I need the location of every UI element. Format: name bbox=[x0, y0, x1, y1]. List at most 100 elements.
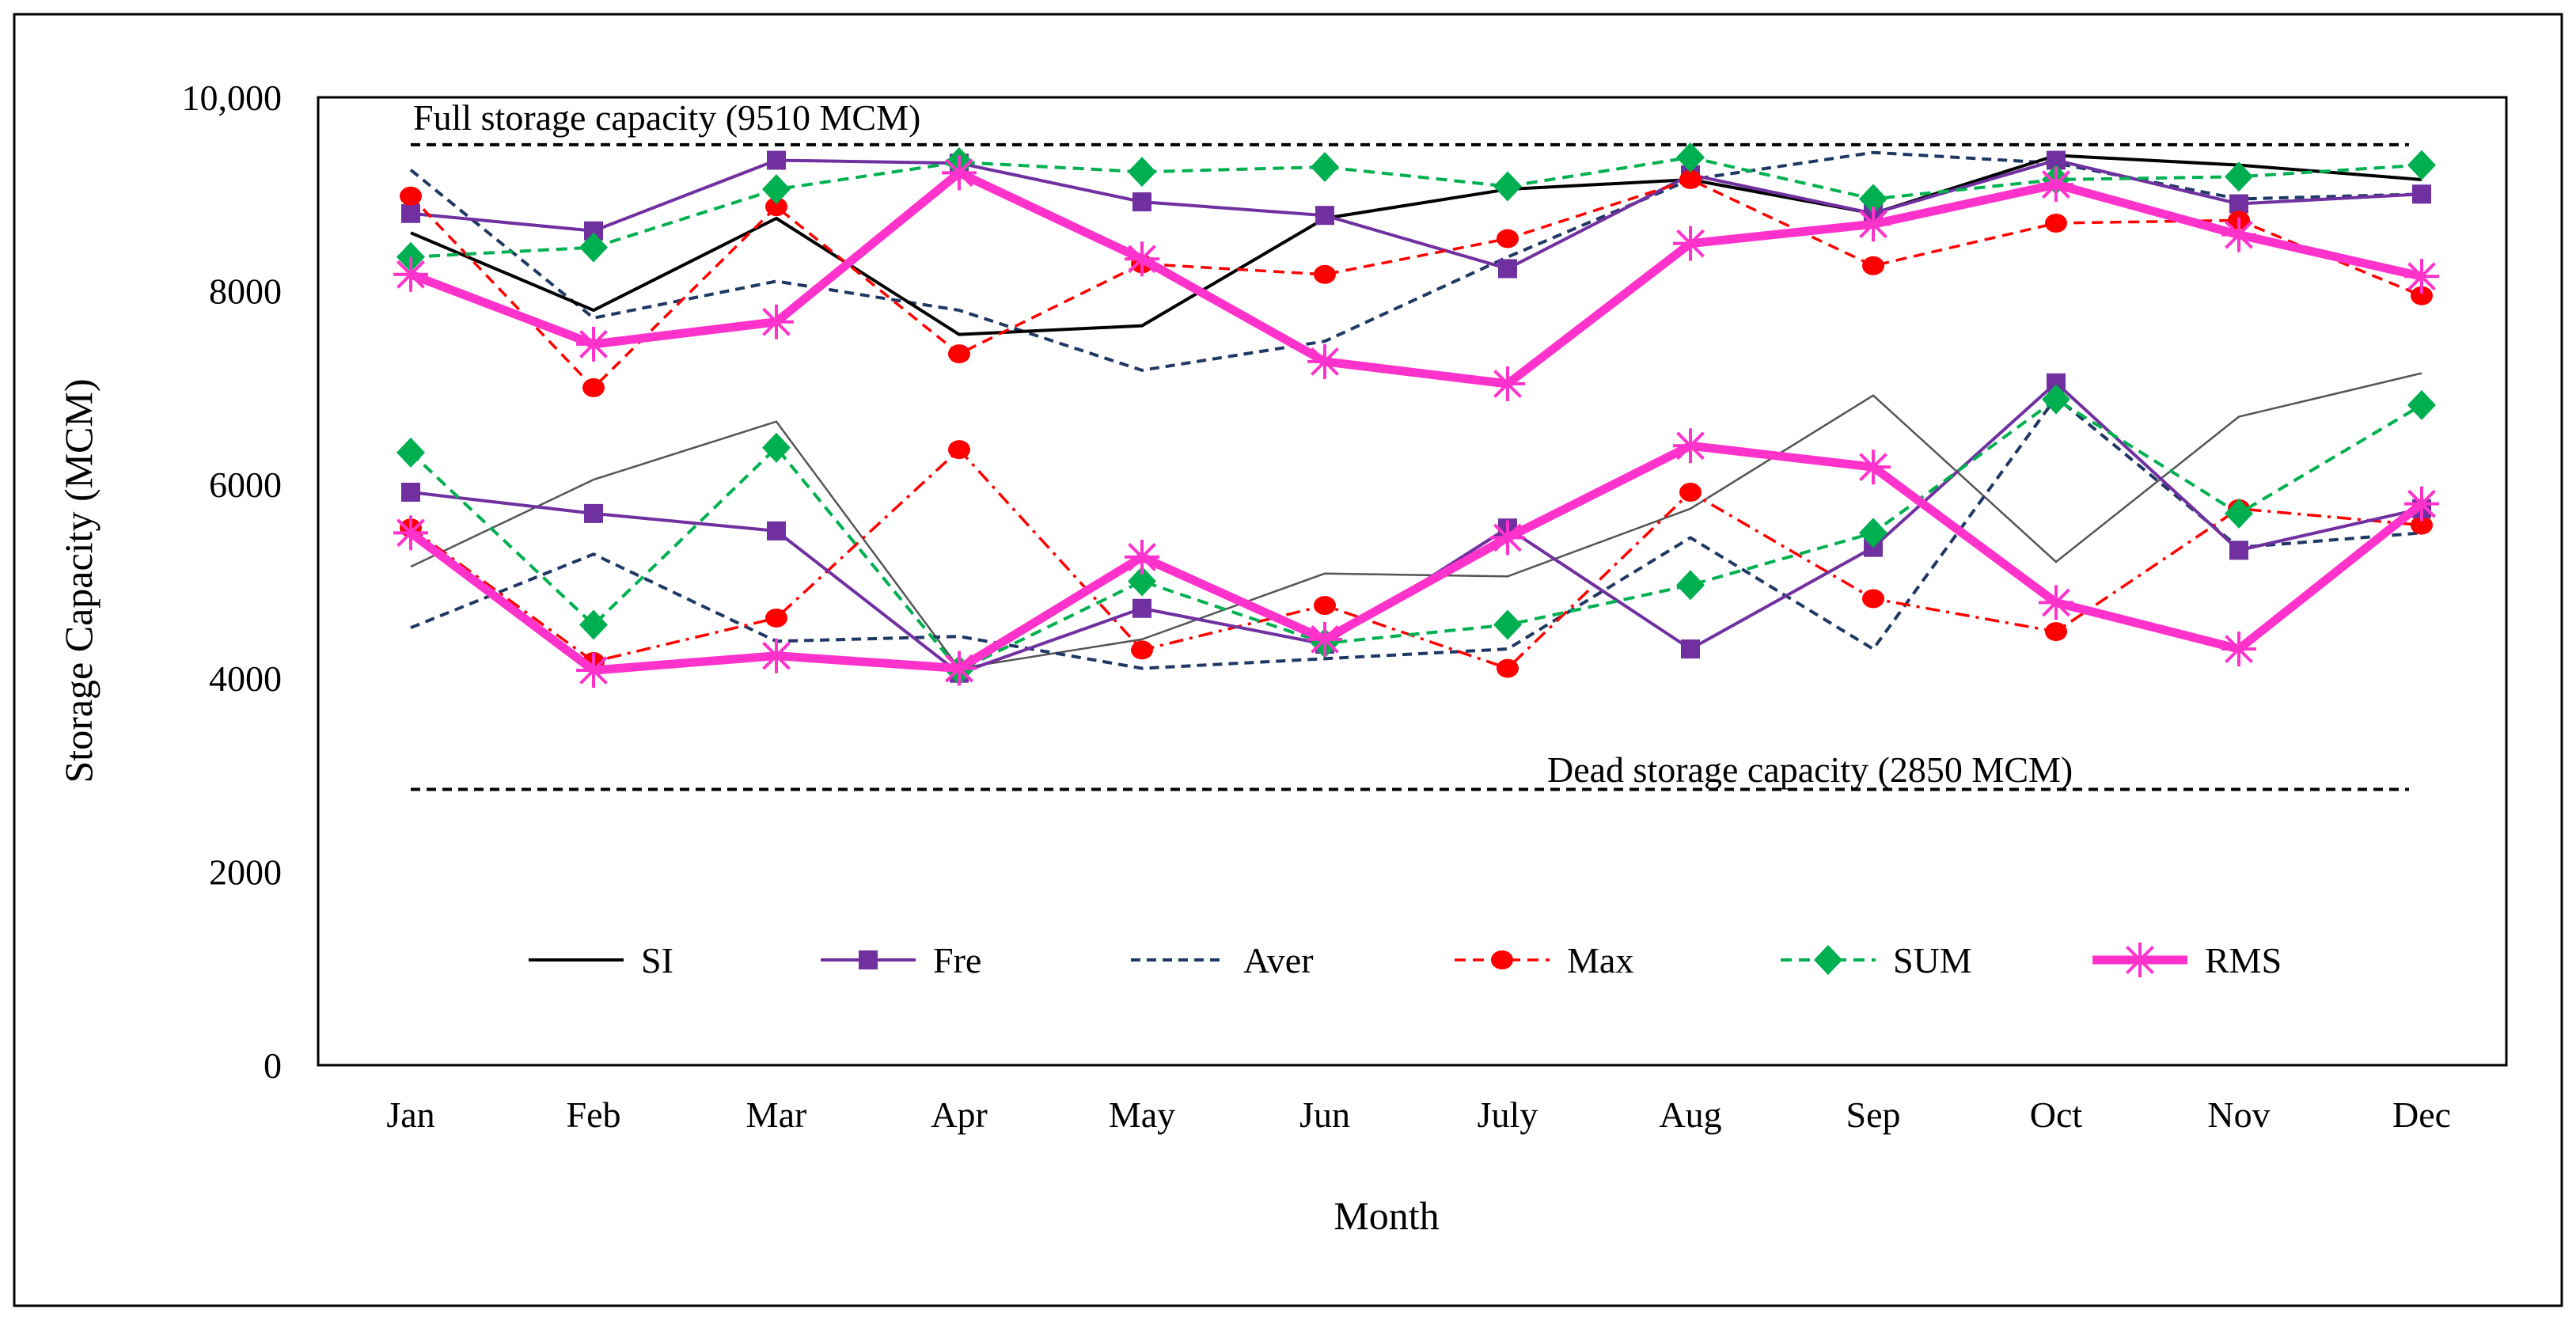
x-tick-label: Jan bbox=[386, 1094, 434, 1135]
series-max-lower bbox=[400, 440, 2433, 678]
marker-square bbox=[2229, 194, 2248, 214]
marker-circle bbox=[1862, 256, 1884, 275]
marker-circle bbox=[582, 377, 605, 397]
series-sum-lower bbox=[396, 384, 2436, 686]
x-tick-label: Nov bbox=[2207, 1094, 2270, 1135]
marker-star bbox=[393, 515, 428, 551]
series-max-upper bbox=[400, 169, 2433, 397]
series-line bbox=[410, 396, 2422, 670]
series-si-lower bbox=[410, 372, 2422, 669]
y-tick-label: 8000 bbox=[209, 271, 282, 312]
series-line bbox=[409, 397, 2423, 673]
marker-diamond bbox=[1859, 184, 1887, 214]
marker-circle bbox=[765, 608, 787, 628]
series-line bbox=[410, 381, 2422, 675]
y-tick-label: 0 bbox=[264, 1045, 282, 1086]
marker-star bbox=[759, 638, 794, 673]
marker-circle bbox=[1497, 229, 1519, 248]
legend-item-rms: RMS bbox=[2092, 940, 2282, 981]
marker-diamond bbox=[2407, 389, 2436, 420]
x-tick-label: May bbox=[1109, 1094, 1175, 1135]
marker-square bbox=[767, 150, 786, 170]
marker-circle bbox=[1491, 950, 1513, 969]
marker-square bbox=[767, 521, 786, 541]
marker-diamond bbox=[579, 232, 608, 263]
marker-square bbox=[859, 950, 878, 969]
marker-circle bbox=[948, 344, 970, 364]
marker-diamond bbox=[396, 437, 425, 468]
legend-label: Aver bbox=[1243, 940, 1314, 981]
y-tick-label: 6000 bbox=[209, 465, 282, 505]
marker-star bbox=[576, 326, 611, 362]
marker-circle bbox=[2045, 213, 2067, 233]
marker-circle bbox=[765, 197, 787, 217]
marker-star bbox=[1490, 520, 1525, 556]
marker-square bbox=[584, 503, 603, 523]
marker-star bbox=[759, 304, 794, 339]
marker-circle bbox=[400, 186, 422, 206]
legend-label: SI bbox=[641, 940, 673, 981]
marker-diamond bbox=[1311, 152, 1339, 183]
series-sum-upper bbox=[396, 142, 2436, 272]
x-tick-label: Jun bbox=[1299, 1094, 1350, 1135]
marker-star bbox=[942, 155, 977, 191]
series-line bbox=[409, 178, 2422, 389]
x-tick-label: Dec bbox=[2392, 1094, 2451, 1135]
marker-diamond bbox=[1128, 566, 1156, 597]
marker-star bbox=[942, 651, 977, 686]
legend-item-max: Max bbox=[1455, 940, 1633, 981]
marker-diamond bbox=[2225, 161, 2253, 192]
x-tick-label: Mar bbox=[746, 1094, 807, 1135]
marker-circle bbox=[1314, 596, 1336, 616]
marker-star bbox=[1673, 226, 1708, 261]
marker-diamond bbox=[1128, 157, 1156, 188]
x-tick-label: Feb bbox=[567, 1094, 621, 1135]
x-tick-label: July bbox=[1478, 1094, 1538, 1135]
marker-diamond bbox=[2042, 384, 2070, 415]
marker-star bbox=[1307, 621, 1342, 657]
legend-item-fre: Fre bbox=[821, 940, 981, 981]
marker-diamond bbox=[2225, 498, 2253, 529]
series-line bbox=[409, 168, 2423, 389]
marker-circle bbox=[1679, 169, 1702, 189]
marker-circle bbox=[948, 440, 970, 460]
series-line bbox=[410, 158, 2422, 271]
dead-storage-label: Dead storage capacity (2850 MCM) bbox=[1547, 749, 2073, 790]
x-tick-label: Apr bbox=[931, 1094, 988, 1135]
marker-circle bbox=[2411, 515, 2433, 535]
marker-diamond bbox=[396, 241, 425, 272]
marker-square bbox=[401, 482, 420, 502]
legend: SI Fre Aver Max SUM RMS bbox=[529, 940, 2282, 981]
marker-circle bbox=[1131, 640, 1153, 660]
marker-star bbox=[1307, 343, 1342, 379]
marker-diamond bbox=[762, 174, 791, 205]
marker-star bbox=[393, 256, 428, 292]
series-aver-lower bbox=[410, 396, 2422, 670]
series-si-upper bbox=[410, 154, 2422, 336]
marker-diamond bbox=[1493, 171, 1522, 202]
marker-diamond bbox=[1676, 142, 1705, 173]
legend-label: Fre bbox=[933, 940, 981, 981]
series-fre-upper bbox=[401, 150, 2431, 279]
marker-square bbox=[2229, 541, 2248, 560]
legend-item-si: SI bbox=[529, 940, 673, 981]
x-tick-label: Oct bbox=[2030, 1094, 2083, 1135]
series-line bbox=[409, 448, 2422, 670]
legend-item-sum: SUM bbox=[1781, 940, 1972, 981]
marker-square bbox=[401, 203, 420, 223]
marker-diamond bbox=[2407, 150, 2436, 180]
series-line bbox=[409, 150, 2422, 372]
marker-diamond bbox=[1814, 945, 1842, 975]
legend-item-aver: Aver bbox=[1131, 940, 1314, 981]
marker-star bbox=[2404, 486, 2439, 522]
marker-star bbox=[2221, 632, 2256, 667]
marker-square bbox=[1315, 206, 1334, 226]
marker-square bbox=[1681, 639, 1700, 659]
plot-area bbox=[317, 96, 2508, 1067]
series-line bbox=[410, 154, 2422, 336]
marker-square bbox=[1132, 598, 1151, 618]
marker-diamond bbox=[1493, 609, 1522, 640]
marker-diamond bbox=[579, 609, 608, 640]
marker-circle bbox=[2411, 286, 2433, 305]
marker-star bbox=[1125, 539, 1159, 575]
